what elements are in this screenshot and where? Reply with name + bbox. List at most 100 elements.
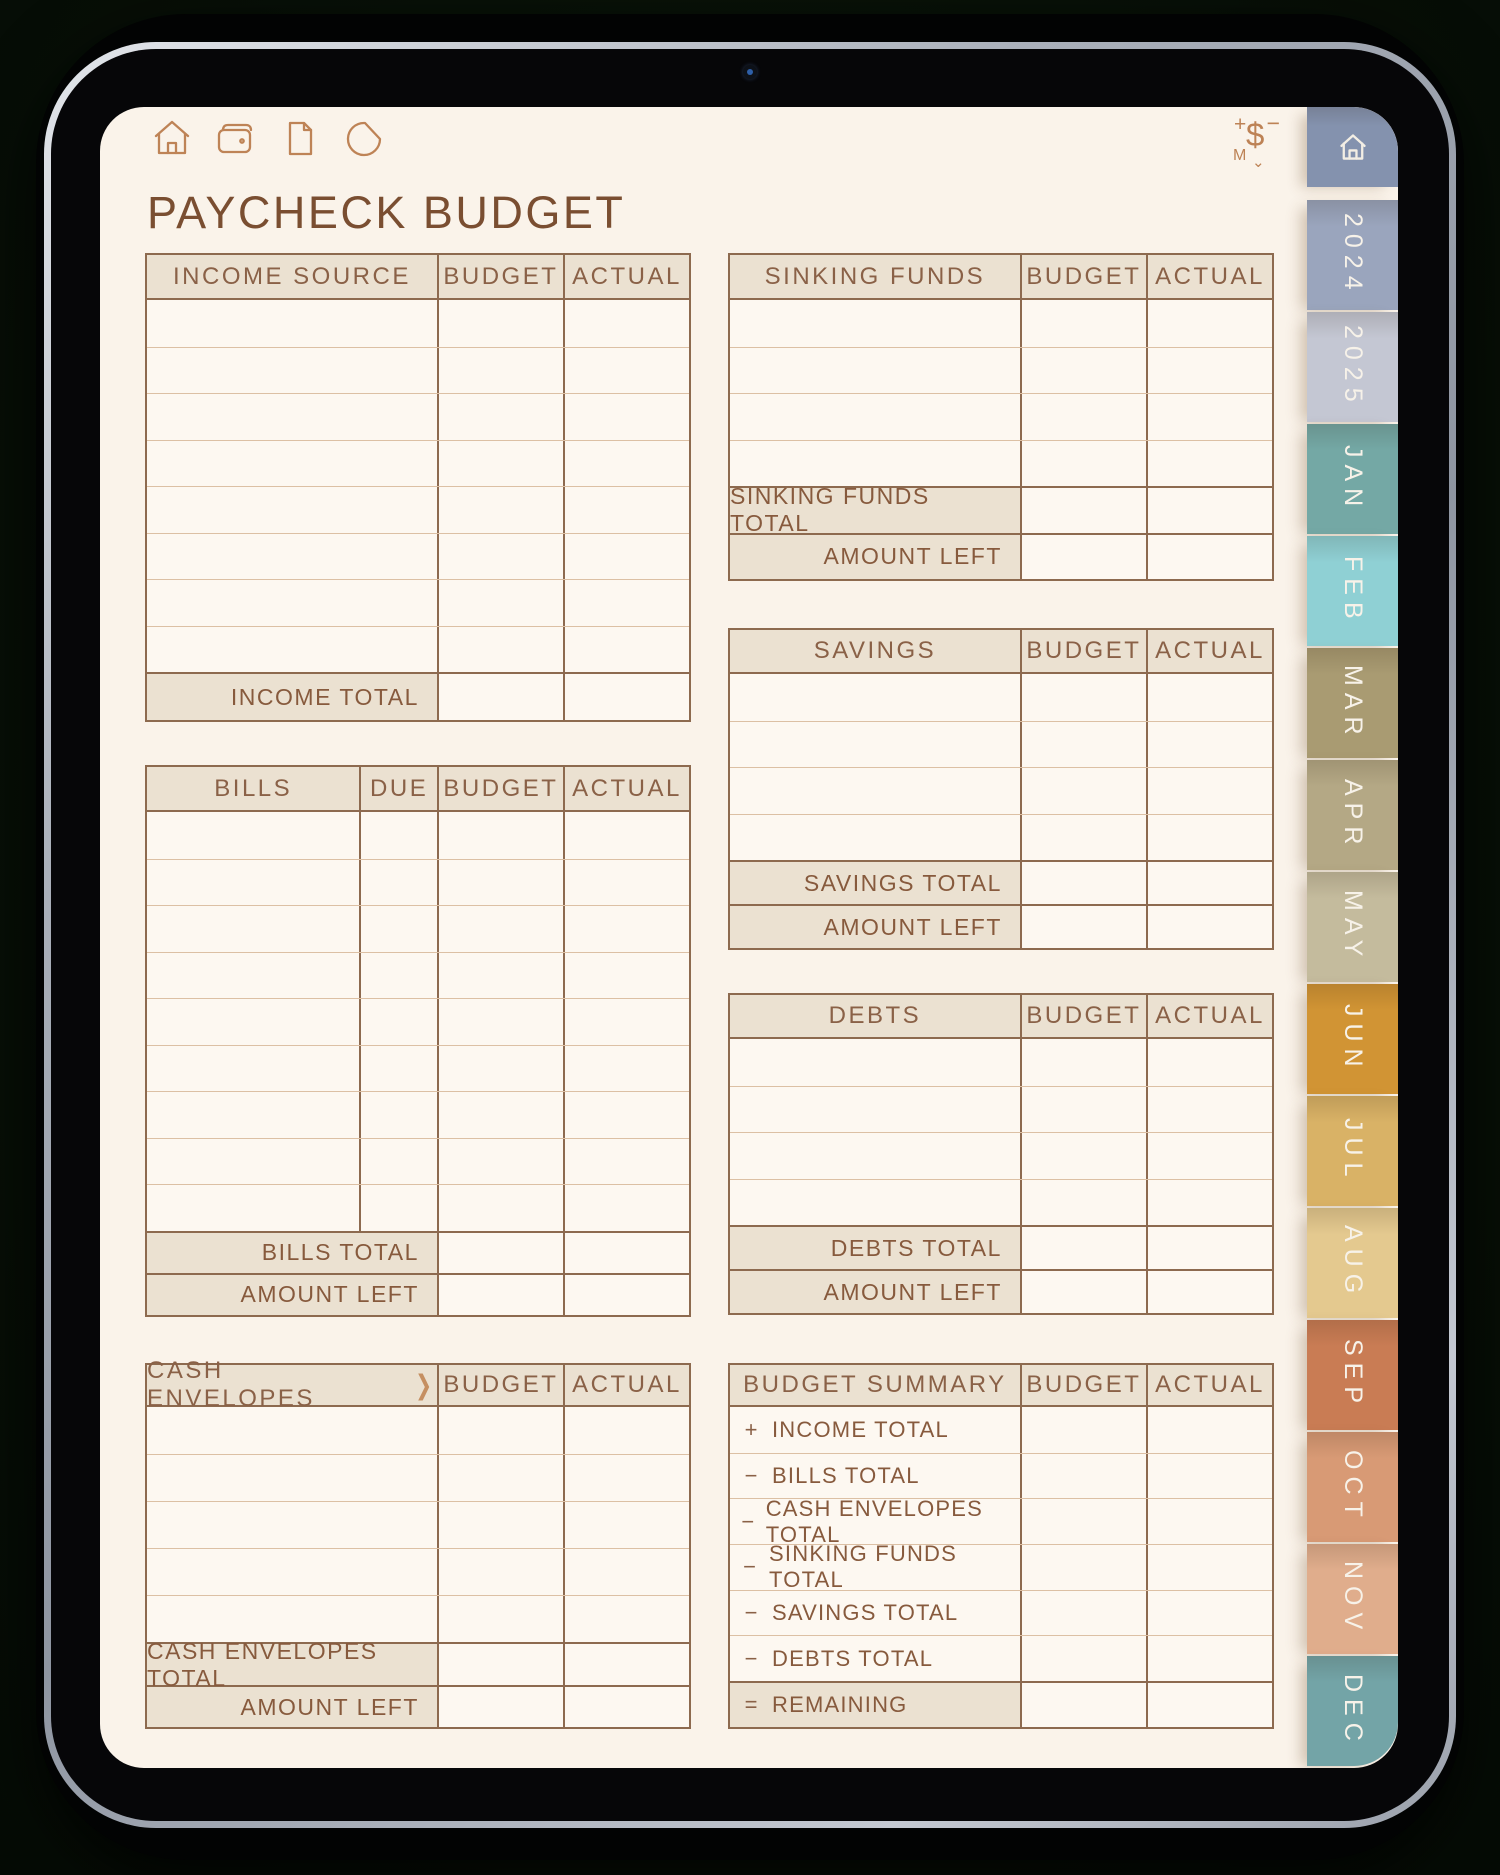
total-budget-cell[interactable] [436,1644,563,1685]
empty-entry-cell[interactable] [147,534,437,580]
budget-calculator-icon[interactable]: + − $ M ⌄ [1232,112,1282,171]
total-budget-cell[interactable] [436,1687,563,1727]
tab-jun[interactable]: JUN [1307,984,1398,1094]
empty-entry-cell[interactable] [730,722,1020,768]
tab-mar[interactable]: MAR [1307,648,1398,758]
empty-entry-cell[interactable] [359,952,436,998]
empty-entry-cell[interactable] [730,394,1020,440]
total-actual-cell[interactable] [1145,906,1272,948]
empty-entry-cell[interactable] [1019,814,1146,860]
empty-entry-cell[interactable] [562,580,689,626]
empty-entry-cell[interactable] [1145,394,1272,440]
empty-entry-cell[interactable] [359,1138,436,1184]
total-actual-cell[interactable] [562,1274,689,1315]
summary-actual-cell[interactable] [1145,1453,1272,1499]
empty-entry-cell[interactable] [1019,394,1146,440]
empty-entry-cell[interactable] [562,1092,689,1138]
empty-entry-cell[interactable] [436,1407,563,1454]
summary-budget-cell[interactable] [1019,1545,1146,1590]
summary-actual-cell[interactable] [1145,1545,1272,1590]
tab-home[interactable] [1307,107,1398,187]
empty-entry-cell[interactable] [562,1185,689,1231]
empty-entry-cell[interactable] [359,1185,436,1231]
empty-entry-cell[interactable] [1145,721,1272,767]
empty-entry-cell[interactable] [562,487,689,533]
empty-entry-cell[interactable] [147,860,359,906]
empty-entry-cell[interactable] [562,1502,689,1548]
empty-entry-cell[interactable] [147,1455,437,1501]
empty-entry-cell[interactable] [147,1139,359,1185]
total-budget-cell[interactable] [436,674,563,720]
empty-entry-cell[interactable] [730,1087,1020,1133]
empty-entry-cell[interactable] [436,440,563,486]
summary-budget-cell[interactable] [1019,1407,1146,1453]
empty-entry-cell[interactable] [359,1092,436,1138]
total-actual-cell[interactable] [1145,1271,1272,1313]
summary-budget-cell[interactable] [1019,1453,1146,1499]
empty-entry-cell[interactable] [359,859,436,905]
empty-entry-cell[interactable] [1019,674,1146,721]
empty-entry-cell[interactable] [359,812,436,859]
tab-aug[interactable]: AUG [1307,1208,1398,1318]
empty-entry-cell[interactable] [436,999,563,1045]
empty-entry-cell[interactable] [436,1045,563,1091]
tab-jul[interactable]: JUL [1307,1096,1398,1206]
summary-actual-cell[interactable] [1145,1590,1272,1636]
empty-entry-cell[interactable] [436,1596,563,1642]
empty-entry-cell[interactable] [147,1407,437,1454]
tab-jan[interactable]: JAN [1307,424,1398,534]
empty-entry-cell[interactable] [562,1549,689,1595]
summary-actual-cell[interactable] [1145,1683,1272,1727]
empty-entry-cell[interactable] [147,1596,437,1642]
empty-entry-cell[interactable] [436,1185,563,1231]
tab-nov[interactable]: NOV [1307,1544,1398,1654]
empty-entry-cell[interactable] [1145,1133,1272,1179]
empty-entry-cell[interactable] [147,1185,359,1231]
empty-entry-cell[interactable] [562,394,689,440]
empty-entry-cell[interactable] [147,1046,359,1092]
empty-entry-cell[interactable] [436,626,563,672]
empty-entry-cell[interactable] [562,859,689,905]
empty-entry-cell[interactable] [562,533,689,579]
tab-sep[interactable]: SEP [1307,1320,1398,1430]
empty-entry-cell[interactable] [562,952,689,998]
tab-2025[interactable]: 2025 [1307,312,1398,422]
empty-entry-cell[interactable] [730,1039,1020,1086]
empty-entry-cell[interactable] [1019,1039,1146,1086]
total-actual-cell[interactable] [1145,862,1272,904]
empty-entry-cell[interactable] [147,394,437,440]
total-actual-cell[interactable] [1145,1227,1272,1269]
empty-entry-cell[interactable] [1019,1133,1146,1179]
empty-entry-cell[interactable] [562,347,689,393]
empty-entry-cell[interactable] [436,859,563,905]
summary-actual-cell[interactable] [1145,1636,1272,1682]
empty-entry-cell[interactable] [562,1407,689,1454]
empty-entry-cell[interactable] [359,999,436,1045]
summary-actual-cell[interactable] [1145,1407,1272,1453]
empty-entry-cell[interactable] [436,394,563,440]
summary-actual-cell[interactable] [1145,1499,1272,1545]
empty-entry-cell[interactable] [1145,1039,1272,1086]
empty-entry-cell[interactable] [562,1045,689,1091]
empty-entry-cell[interactable] [436,952,563,998]
empty-entry-cell[interactable] [147,1549,437,1595]
empty-entry-cell[interactable] [147,953,359,999]
empty-entry-cell[interactable] [730,1133,1020,1179]
empty-entry-cell[interactable] [359,1045,436,1091]
empty-entry-cell[interactable] [562,626,689,672]
empty-entry-cell[interactable] [147,441,437,487]
empty-entry-cell[interactable] [147,1092,359,1138]
empty-entry-cell[interactable] [436,487,563,533]
total-budget-cell[interactable] [1019,488,1146,533]
tab-oct[interactable]: OCT [1307,1432,1398,1542]
empty-entry-cell[interactable] [562,300,689,347]
empty-entry-cell[interactable] [730,348,1020,394]
empty-entry-cell[interactable] [436,1549,563,1595]
empty-entry-cell[interactable] [436,906,563,952]
empty-entry-cell[interactable] [1145,768,1272,814]
summary-budget-cell[interactable] [1019,1683,1146,1727]
total-actual-cell[interactable] [562,674,689,720]
total-actual-cell[interactable] [562,1232,689,1273]
empty-entry-cell[interactable] [147,1502,437,1548]
empty-entry-cell[interactable] [1019,1086,1146,1132]
